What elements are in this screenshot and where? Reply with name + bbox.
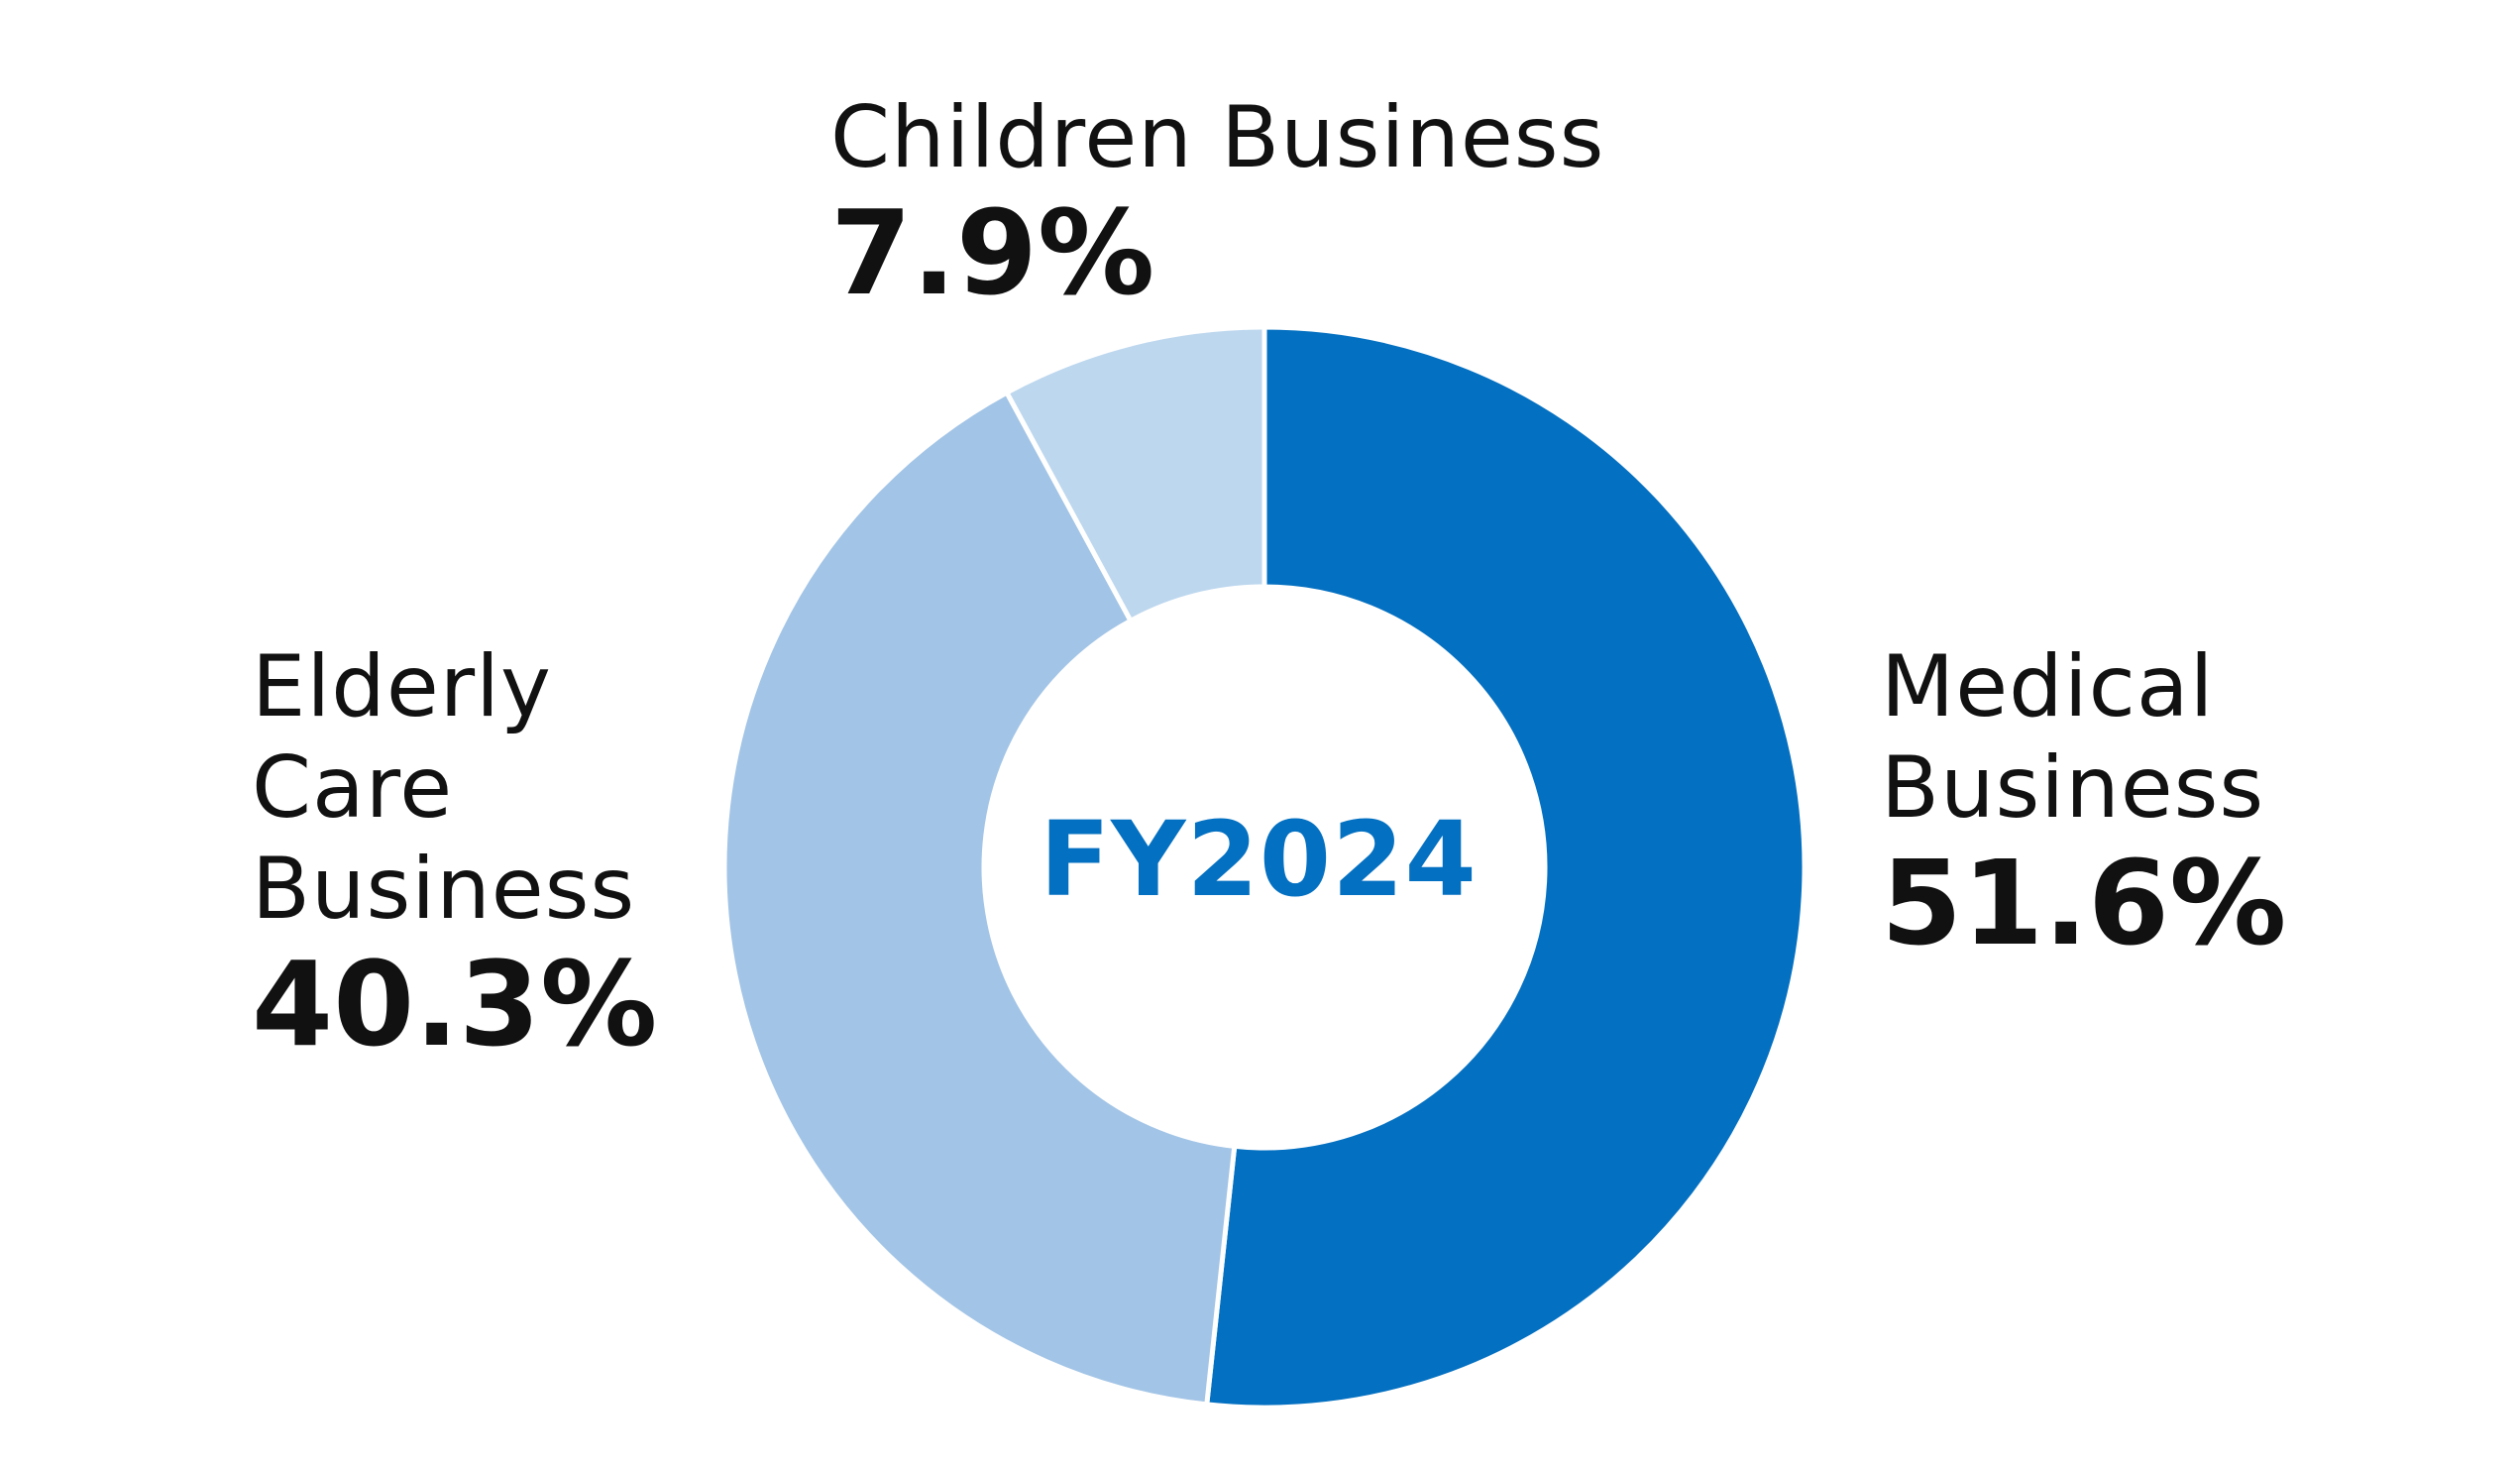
slice-label-elderly-care-business: Elderly Care Business 40.3% (252, 636, 678, 1063)
slice-value-medical-business: 51.6% (1881, 835, 2287, 971)
slice-name-children-business: Children Business (830, 88, 1605, 187)
slice-value-children-business: 7.9% (830, 184, 1155, 321)
slice-label-medical-business: Medical Business 51.6% (1881, 636, 2317, 961)
center-label-fiscal-year: FY2024 (1040, 799, 1478, 920)
slice-name-line-business-medical: Business (1881, 738, 2265, 838)
donut-slice-medical-business (1204, 324, 1808, 1411)
slice-label-children-business: Children Business 7.9% (830, 87, 1604, 311)
slice-value-elderly-care-business: 40.3% (252, 936, 658, 1072)
donut-slice-elderly-care-business (721, 389, 1238, 1408)
slice-name-line-medical: Medical (1881, 637, 2215, 736)
slice-name-line-business: Business (252, 840, 636, 939)
slice-name-line-care: Care (252, 738, 454, 838)
donut-slice-children-business (1003, 324, 1267, 624)
slice-name-line-elderly: Elderly (252, 637, 552, 736)
